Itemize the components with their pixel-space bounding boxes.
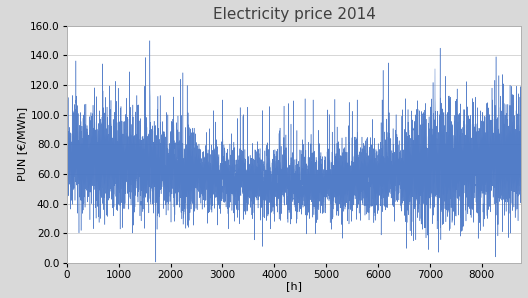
Title: Electricity price 2014: Electricity price 2014 (212, 7, 375, 22)
X-axis label: [h]: [h] (286, 281, 302, 291)
Y-axis label: PUN [€/MWh]: PUN [€/MWh] (17, 107, 27, 181)
